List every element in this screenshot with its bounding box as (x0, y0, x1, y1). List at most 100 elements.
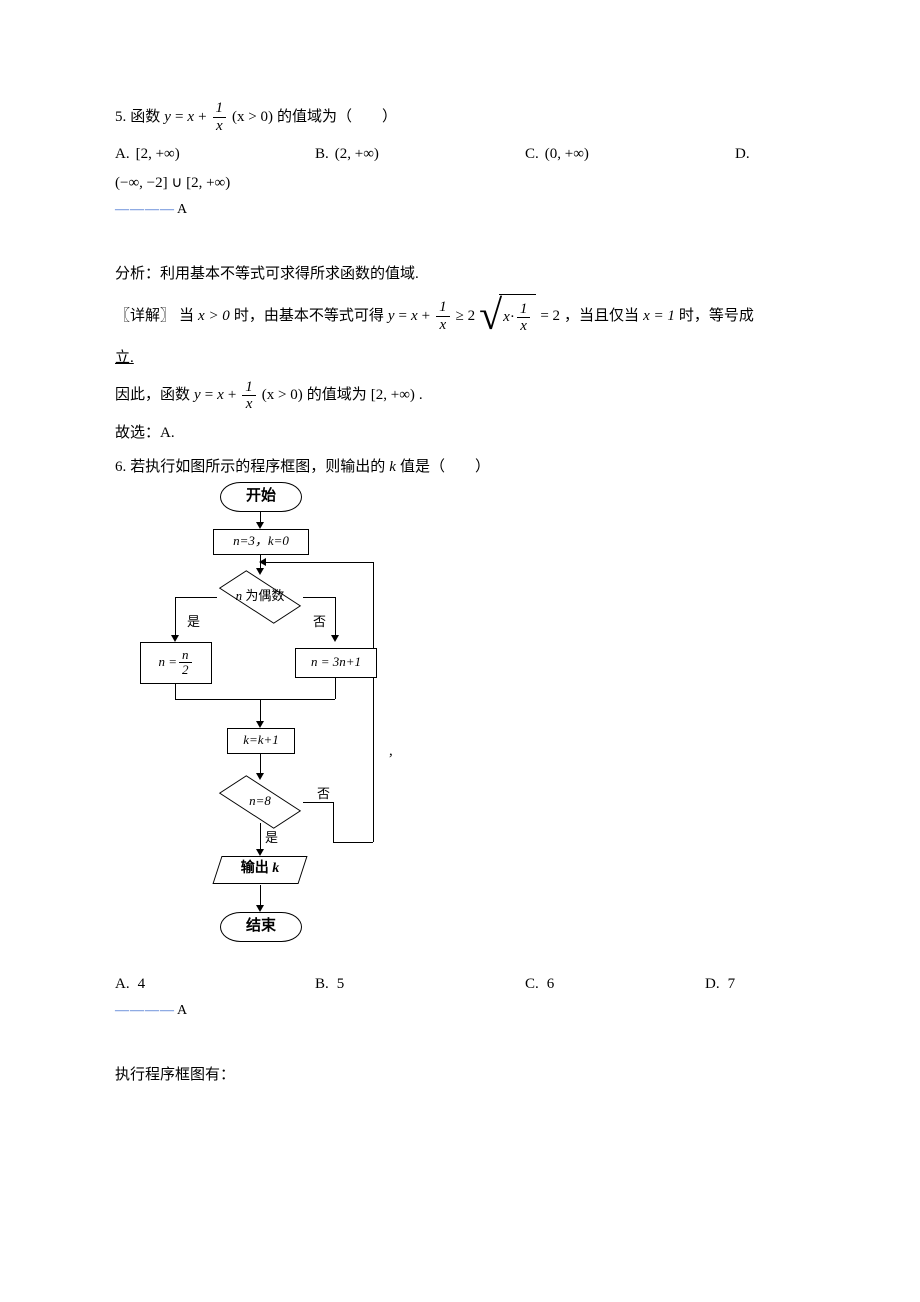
spacer (115, 1025, 810, 1055)
opt-letter: D. (705, 970, 720, 999)
th-plus: + (228, 381, 236, 410)
q5-stem: 5. 函数 y = x + 1 x (x > 0) 的值域为（ ） (115, 100, 810, 134)
sqrt-body: x · 1 x (499, 294, 536, 338)
period: . (419, 381, 423, 410)
fc-out: 输出 k (217, 856, 303, 884)
q5-frac-num: 1 (213, 100, 227, 118)
ineq-eq: = (399, 302, 407, 331)
opt-value: [2, +∞) (136, 140, 180, 169)
img-comma: , (389, 737, 393, 766)
th-domain: (x > 0) (262, 381, 303, 410)
sqrt-frac: 1 x (517, 301, 531, 335)
q6-opt-a: A. 4 (115, 970, 315, 999)
fc-left-box: n = n 2 (140, 642, 212, 684)
sqrt-x: x (503, 303, 510, 332)
q5-opt-b: B. (2, +∞) (315, 140, 525, 169)
q5-therefore: 因此，函数 y = x + 1 x (x > 0) 的值域为 [2, +∞) . (115, 379, 810, 413)
q5-frac-den: x (213, 118, 226, 135)
fc-cond2-text: n=8 (249, 789, 271, 814)
th-frac-num: 1 (242, 379, 256, 397)
fc-line (175, 699, 335, 700)
detail-pre: 当 (179, 302, 194, 331)
range-val: [2, +∞) (371, 381, 415, 410)
q6-opt-c: C. 6 (525, 970, 705, 999)
th-frac-den: x (243, 396, 256, 413)
opt-value: 4 (138, 970, 146, 999)
opt-letter: B. (315, 970, 329, 999)
opt-value: (2, +∞) (335, 140, 379, 169)
answer-dash: ———— (115, 1003, 175, 1018)
opt-letter: C. (525, 970, 539, 999)
fc-left-den: 2 (179, 663, 192, 677)
fc-line (333, 802, 334, 842)
arrow-down-icon (256, 905, 264, 912)
fc-line (260, 753, 261, 775)
fc-line (260, 699, 261, 723)
th-x: x (217, 381, 224, 410)
fc-line (373, 562, 374, 842)
fc-line (335, 677, 336, 699)
ineq-x: x (411, 302, 418, 331)
detail-mid2: ，当且仅当 (564, 302, 639, 331)
opt-letter: C. (525, 140, 539, 169)
opt-value: 6 (547, 970, 555, 999)
q5-opt-c: C. (0, +∞) (525, 140, 735, 169)
detail-mid3: 时，等号成 (679, 302, 754, 331)
q5-opt-d-value: (−∞, −2] ∪ [2, +∞) (115, 169, 230, 198)
ineq-frac-num: 1 (436, 299, 450, 317)
q6-options: A. 4 B. 5 C. 6 D. 7 (115, 970, 810, 999)
fc-init-text: n=3，k=0 (233, 529, 289, 554)
th-frac: 1 x (242, 379, 256, 413)
q5-detail-line1b: 立. (115, 344, 810, 373)
spacer (115, 224, 810, 254)
fc-line (335, 597, 336, 637)
opt-letter: B. (315, 140, 329, 169)
opt-value: 7 (728, 970, 736, 999)
fc-left-num: n (179, 648, 192, 663)
sqrt-frac-num: 1 (517, 301, 531, 319)
flowchart: 开始 n=3，k=0 n 为偶数 是 否 (135, 482, 385, 966)
detail-mid1: 时，由基本不等式可得 (234, 302, 384, 331)
q6-answer: ————A (115, 998, 810, 1025)
arrow-down-icon (256, 721, 264, 728)
opt-letter: A. (115, 140, 130, 169)
opt-letter: A. (115, 970, 130, 999)
fc-line (175, 597, 176, 637)
ineq-plus: + (422, 302, 430, 331)
arrow-down-icon (256, 773, 264, 780)
q5-domain: (x > 0) (232, 103, 273, 132)
q5-stem-post: 的值域为（ ） (277, 103, 397, 132)
fc-inc: k=k+1 (227, 728, 295, 754)
arrow-down-icon (256, 522, 264, 529)
fc-out-text: 输出 k (241, 856, 280, 883)
fc-yes2: 是 (265, 826, 278, 851)
fc-line (175, 597, 217, 598)
q6-opt-d: D. 7 (705, 970, 785, 999)
fc-inc-text: k=k+1 (243, 728, 279, 753)
ineq-ge: ≥ 2 (456, 302, 475, 331)
fc-no1: 否 (313, 610, 326, 635)
q6-opt-b: B. 5 (315, 970, 525, 999)
fc-line (303, 597, 335, 598)
fc-line (260, 823, 261, 851)
fc-line (175, 683, 176, 699)
opt-letter: D. (735, 140, 750, 169)
th-y: y (194, 381, 201, 410)
q5-analysis: 分析：利用基本不等式可求得所求函数的值域. (115, 260, 810, 289)
sqrt: √ x · 1 x (479, 294, 536, 338)
arrow-down-icon (256, 849, 264, 856)
analysis-label: 分析： (115, 266, 160, 282)
q6-stem: 6. 若执行如图所示的程序框图，则输出的 k 值是（ ） (115, 453, 810, 482)
fc-init: n=3，k=0 (213, 529, 309, 555)
arrow-down-icon (331, 635, 339, 642)
opt-value: (0, +∞) (545, 140, 589, 169)
ineq-frac: 1 x (436, 299, 450, 333)
arrow-down-icon (256, 568, 264, 575)
q5-frac: 1 x (213, 100, 227, 134)
q5-opt-a: A. [2, +∞) (115, 140, 315, 169)
q5-plus: + (198, 103, 206, 132)
q5-number: 5. (115, 103, 126, 132)
fc-left-pre: n = (158, 650, 177, 675)
fc-left-frac: n 2 (179, 648, 192, 678)
q6-k: k (389, 453, 396, 482)
